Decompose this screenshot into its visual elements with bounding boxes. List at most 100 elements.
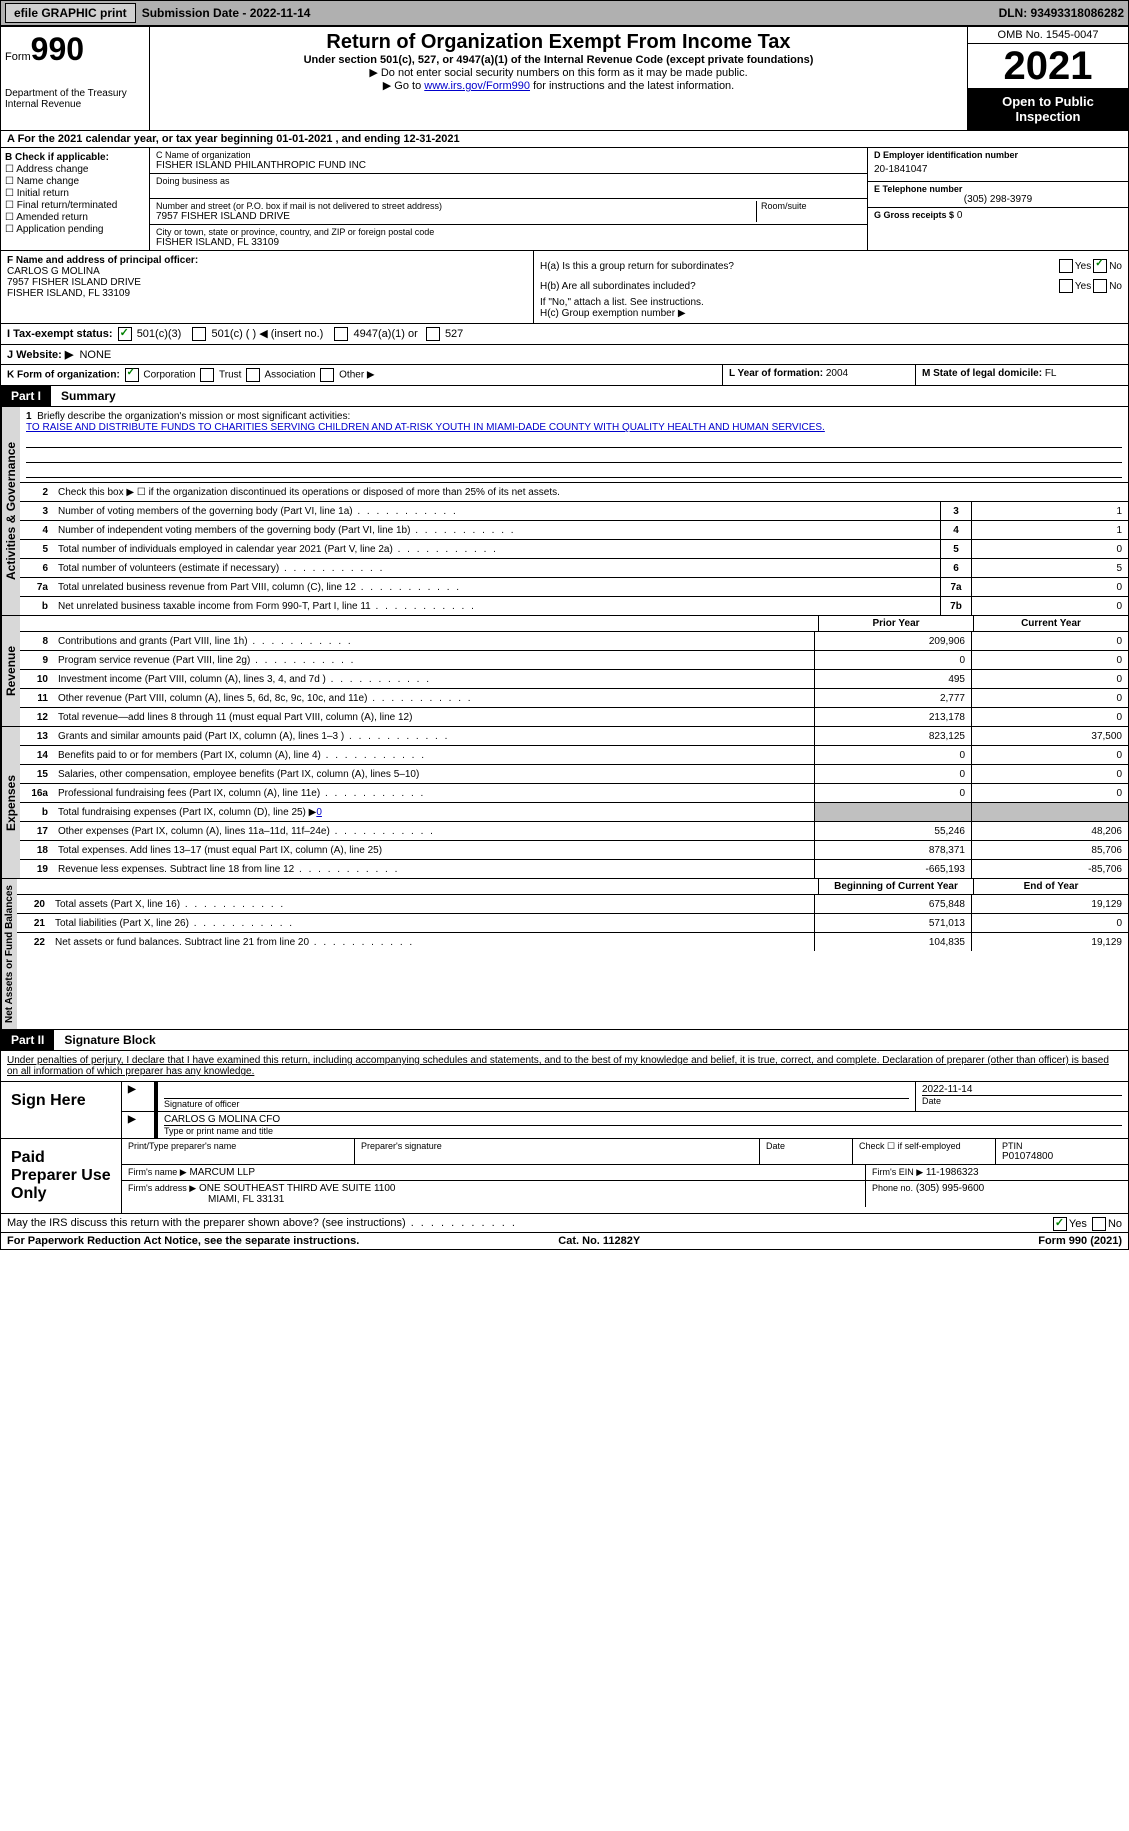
val5: 0 — [971, 540, 1128, 558]
sign-here-label: Sign Here — [1, 1082, 122, 1138]
chk-527[interactable] — [426, 327, 440, 341]
line9: Program service revenue (Part VIII, line… — [54, 653, 814, 668]
chk-4947[interactable] — [334, 327, 348, 341]
p9: 0 — [814, 651, 971, 669]
p16a: 0 — [814, 784, 971, 802]
p20: 675,848 — [814, 895, 971, 913]
telephone: (305) 298-3979 — [874, 194, 1122, 205]
p13: 823,125 — [814, 727, 971, 745]
prep-sig-label: Preparer's signature — [361, 1141, 753, 1151]
p14: 0 — [814, 746, 971, 764]
box-f: F Name and address of principal officer:… — [1, 251, 534, 323]
c9: 0 — [971, 651, 1128, 669]
firm-ein: 11-1986323 — [926, 1167, 979, 1178]
hb-yes[interactable] — [1059, 279, 1073, 293]
part1-title: Summary — [51, 386, 126, 406]
form-note-1: ▶ Do not enter social security numbers o… — [154, 66, 963, 79]
c21: 0 — [971, 914, 1128, 932]
discuss-no[interactable] — [1092, 1217, 1106, 1231]
hc-label: H(c) Group exemption number ▶ — [540, 308, 1122, 319]
hb-note: If "No," attach a list. See instructions… — [540, 297, 1122, 308]
line16a: Professional fundraising fees (Part IX, … — [54, 786, 814, 801]
activities-governance: Activities & Governance 1 Briefly descri… — [0, 407, 1129, 616]
form-word: Form — [5, 51, 31, 63]
submission-date: Submission Date - 2022-11-14 — [142, 6, 311, 20]
sig-name: CARLOS G MOLINA CFO — [164, 1114, 1122, 1125]
dln: DLN: 93493318086282 — [999, 6, 1124, 20]
p15: 0 — [814, 765, 971, 783]
chk-initial-return[interactable]: ☐ Initial return — [5, 188, 145, 199]
discuss-text: May the IRS discuss this return with the… — [7, 1217, 517, 1229]
chk-name-change[interactable]: ☐ Name change — [5, 176, 145, 187]
chk-final-return[interactable]: ☐ Final return/terminated — [5, 200, 145, 211]
sign-here-block: Sign Here ▶ Signature of officer 2022-11… — [0, 1082, 1129, 1139]
chk-assoc[interactable] — [246, 368, 260, 382]
line16b: Total fundraising expenses (Part IX, col… — [54, 805, 814, 820]
chk-self-employed[interactable]: Check ☐ if self-employed — [853, 1139, 996, 1164]
expenses-section: Expenses 13Grants and similar amounts pa… — [0, 727, 1129, 879]
addr-label: Number and street (or P.O. box if mail i… — [156, 201, 756, 211]
form-id: Form990 Department of the Treasury Inter… — [1, 27, 150, 130]
line1-label: Briefly describe the organization's miss… — [37, 411, 350, 422]
mission-text: TO RAISE AND DISTRIBUTE FUNDS TO CHARITI… — [26, 422, 1122, 433]
discuss-yes[interactable] — [1053, 1217, 1067, 1231]
firm-ein-label: Firm's EIN ▶ — [872, 1167, 923, 1177]
form-number: 990 — [31, 31, 84, 67]
chk-other[interactable] — [320, 368, 334, 382]
hb-no[interactable] — [1093, 279, 1107, 293]
box-b: B Check if applicable: ☐ Address change … — [1, 148, 150, 250]
omb-number: OMB No. 1545-0047 — [968, 27, 1128, 44]
p12: 213,178 — [814, 708, 971, 726]
footer-mid: Cat. No. 11282Y — [558, 1235, 640, 1247]
ha-yes[interactable] — [1059, 259, 1073, 273]
line10: Investment income (Part VIII, column (A)… — [54, 672, 814, 687]
p16b — [814, 803, 971, 821]
chk-501c3[interactable] — [118, 327, 132, 341]
line2: Check this box ▶ ☐ if the organization d… — [54, 485, 1128, 500]
c19: -85,706 — [971, 860, 1128, 878]
row-i: I Tax-exempt status: 501(c)(3) 501(c) ( … — [0, 324, 1129, 345]
form-title: Return of Organization Exempt From Incom… — [154, 31, 963, 54]
ptin-value: P01074800 — [1002, 1151, 1122, 1162]
officer-city: FISHER ISLAND, FL 33109 — [7, 288, 527, 299]
section-fh: F Name and address of principal officer:… — [0, 251, 1129, 324]
box-d: D Employer identification number 20-1841… — [867, 148, 1128, 250]
chk-app-pending[interactable]: ☐ Application pending — [5, 224, 145, 235]
line22: Net assets or fund balances. Subtract li… — [51, 935, 814, 950]
box-b-title: B Check if applicable: — [5, 152, 145, 163]
c17: 48,206 — [971, 822, 1128, 840]
firm-name-label: Firm's name ▶ — [128, 1167, 187, 1177]
p17: 55,246 — [814, 822, 971, 840]
room-label: Room/suite — [761, 201, 861, 211]
c8: 0 — [971, 632, 1128, 650]
chk-501c[interactable] — [192, 327, 206, 341]
c12: 0 — [971, 708, 1128, 726]
website-value: NONE — [79, 349, 111, 361]
org-name-label: C Name of organization — [156, 150, 861, 160]
line7b: Net unrelated business taxable income fr… — [54, 599, 940, 614]
form-note-2: ▶ Go to www.irs.gov/Form990 for instruct… — [154, 79, 963, 92]
p18: 878,371 — [814, 841, 971, 859]
line6: Total number of volunteers (estimate if … — [54, 561, 940, 576]
chk-corp[interactable] — [125, 368, 139, 382]
prior-year-hdr: Prior Year — [818, 616, 973, 631]
footer-right: Form 990 (2021) — [1038, 1235, 1122, 1247]
line14: Benefits paid to or for members (Part IX… — [54, 748, 814, 763]
end-year-hdr: End of Year — [973, 879, 1128, 894]
c15: 0 — [971, 765, 1128, 783]
line3: Number of voting members of the governin… — [54, 504, 940, 519]
val7b: 0 — [971, 597, 1128, 615]
note2-post: for instructions and the latest informat… — [530, 80, 734, 92]
chk-amended[interactable]: ☐ Amended return — [5, 212, 145, 223]
efile-print-button[interactable]: efile GRAPHIC print — [5, 3, 136, 23]
line4: Number of independent voting members of … — [54, 523, 940, 538]
ha-no[interactable] — [1093, 259, 1107, 273]
section-bcd: B Check if applicable: ☐ Address change … — [0, 148, 1129, 251]
page-footer: For Paperwork Reduction Act Notice, see … — [0, 1233, 1129, 1250]
chk-address-change[interactable]: ☐ Address change — [5, 164, 145, 175]
row-j: J Website: ▶ NONE — [0, 345, 1129, 365]
form-page: efile GRAPHIC print Submission Date - 20… — [0, 0, 1129, 1250]
chk-trust[interactable] — [200, 368, 214, 382]
ptin-label: PTIN — [1002, 1141, 1122, 1151]
irs-link[interactable]: www.irs.gov/Form990 — [424, 80, 530, 92]
